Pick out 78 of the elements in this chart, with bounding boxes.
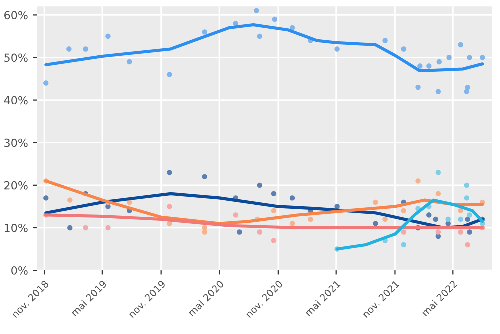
line-series	[336, 198, 484, 251]
point	[106, 34, 111, 40]
point	[167, 170, 172, 176]
y-tick-label: 10%	[4, 224, 28, 232]
point	[401, 242, 406, 248]
point	[167, 72, 172, 78]
point	[272, 16, 278, 22]
point	[83, 46, 88, 52]
point	[464, 182, 470, 188]
point	[436, 234, 442, 240]
point	[308, 216, 314, 222]
point	[480, 55, 486, 60]
point	[68, 225, 73, 231]
point	[127, 59, 132, 65]
point	[44, 196, 49, 201]
point	[373, 200, 378, 206]
point	[290, 196, 296, 201]
point	[382, 216, 388, 222]
point	[83, 225, 88, 231]
point	[202, 174, 208, 180]
point	[401, 46, 406, 52]
point	[458, 208, 464, 214]
point	[416, 84, 421, 90]
point	[271, 208, 277, 214]
point	[233, 212, 238, 218]
y-tick-label: 30%	[4, 138, 28, 148]
point	[467, 212, 472, 218]
line-series	[44, 23, 484, 72]
point	[464, 196, 470, 201]
point	[426, 212, 432, 218]
point	[257, 182, 262, 188]
point	[465, 216, 470, 222]
point	[433, 216, 438, 222]
point	[271, 191, 277, 197]
point	[436, 191, 442, 197]
point	[458, 230, 464, 235]
y-tick-label: 40%	[4, 96, 28, 105]
point	[446, 216, 451, 222]
point	[68, 198, 73, 203]
point	[257, 34, 262, 40]
point	[426, 64, 432, 69]
point	[271, 238, 277, 244]
point	[290, 221, 296, 226]
point	[436, 170, 442, 176]
point	[465, 84, 470, 90]
line-series	[44, 214, 484, 230]
point	[202, 30, 208, 35]
point	[334, 204, 340, 210]
y-tick-label: 20%	[4, 181, 28, 190]
point	[382, 38, 388, 44]
point	[436, 59, 442, 65]
point	[290, 25, 296, 31]
point	[465, 242, 470, 248]
point	[464, 89, 470, 94]
point	[257, 230, 262, 235]
point	[446, 55, 452, 60]
point	[458, 216, 464, 222]
y-tick-label: 60%	[4, 11, 28, 20]
point	[334, 46, 340, 52]
point	[373, 221, 378, 226]
point	[167, 204, 172, 210]
point	[66, 46, 72, 52]
point	[416, 178, 421, 184]
y-tick-label: 50%	[4, 54, 28, 62]
point	[237, 230, 242, 235]
point	[106, 225, 111, 231]
point	[436, 89, 442, 94]
point	[436, 230, 442, 235]
y-tick-label: 0%	[12, 266, 28, 275]
point	[418, 64, 423, 69]
point	[458, 42, 464, 48]
point	[202, 230, 208, 235]
point	[401, 208, 406, 214]
point	[467, 230, 472, 235]
point	[401, 230, 406, 235]
point	[44, 80, 49, 86]
point	[254, 8, 260, 14]
point	[467, 55, 472, 60]
